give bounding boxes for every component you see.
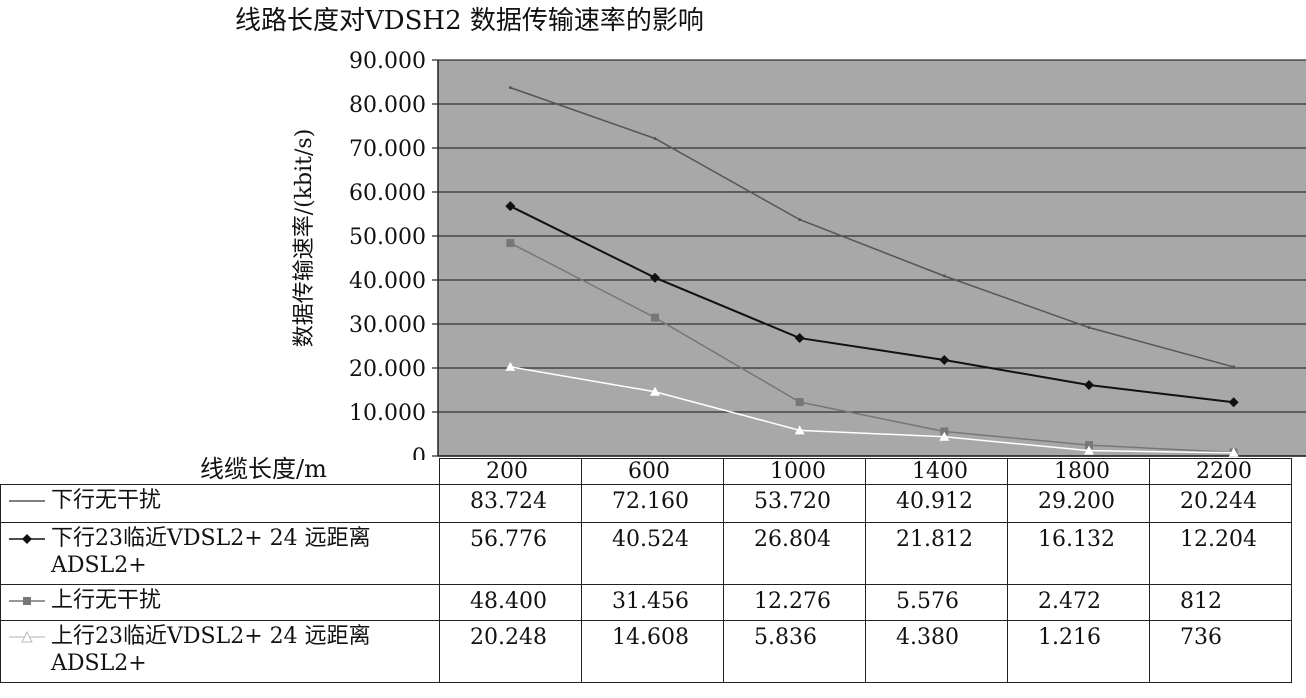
- data-point: [506, 239, 515, 248]
- table-cell: 21.812: [865, 522, 1008, 585]
- x-tick-label: 200: [439, 458, 582, 485]
- legend-entry: 上行无干扰: [0, 584, 440, 621]
- table-row: 上行无干扰 48.400 31.456 12.276 5.576 2.472 8…: [0, 584, 1292, 621]
- series-line: [510, 86, 1234, 368]
- table-cell: 83.724: [439, 484, 582, 523]
- y-tick-label: 50.000: [349, 225, 426, 250]
- x-tick-label: 2200: [1149, 458, 1292, 485]
- table-cell: 26.804: [723, 522, 866, 585]
- y-tick-label: 20.000: [349, 357, 426, 382]
- data-point: [1228, 397, 1239, 408]
- table-cell: 14.608: [581, 620, 724, 683]
- y-tick-label: 0: [412, 445, 426, 460]
- x-tick-label: 600: [581, 458, 724, 485]
- data-point: [1084, 380, 1094, 391]
- table-cell: 812: [1149, 584, 1292, 621]
- table-cell: 48.400: [439, 584, 582, 621]
- table-cell: 4.380: [865, 620, 1008, 683]
- table-cell: 56.776: [439, 522, 582, 585]
- data-point: [653, 136, 657, 140]
- series-line: [509, 205, 1234, 404]
- table-cell: 12.204: [1149, 522, 1292, 585]
- plot-area: [438, 60, 1306, 456]
- legend-label: 下行23临近VDSL2+ 24 远距离ADSL2+: [51, 526, 371, 578]
- data-point: [650, 386, 660, 396]
- legend-entry: 下行23临近VDSL2+ 24 远距离ADSL2+: [0, 522, 440, 585]
- data-point: [940, 427, 949, 436]
- data-point: [794, 425, 805, 435]
- table-cell: 5.576: [865, 584, 1008, 621]
- table-cell: 1.216: [1007, 620, 1150, 683]
- y-tick-label: 60.000: [349, 181, 426, 206]
- table-row: 下行23临近VDSL2+ 24 远距离ADSL2+ 56.776 40.524 …: [0, 522, 1292, 585]
- table-cell: 736: [1149, 620, 1292, 683]
- table-cell: 2.472: [1007, 584, 1150, 621]
- table-cell: 31.456: [581, 584, 724, 621]
- data-point: [798, 218, 802, 222]
- table-header-row: 200 600 1000 1400 1800 2200: [1, 458, 1292, 485]
- table-cell: 5.836: [723, 620, 866, 683]
- data-point: [939, 355, 950, 366]
- line-chart: 0 10.000 20.000 30.000 40.000 50.000 60.000 70.…: [349, 49, 1306, 460]
- data-point: [942, 274, 946, 278]
- table-row: 下行无干扰 83.724 72.160 53.720 40.912 29.200…: [0, 484, 1292, 523]
- data-point: [1085, 441, 1093, 450]
- data-table: 200 600 1000 1400 1800 2200 下行无干扰 83.724…: [0, 458, 1292, 683]
- data-point: [651, 313, 659, 322]
- table-cell: 16.132: [1007, 522, 1150, 585]
- legend-diamond-swatch: [9, 534, 45, 544]
- legend-square-swatch: [9, 597, 45, 605]
- data-point: [1232, 365, 1236, 369]
- table-cell: 40.524: [581, 522, 724, 585]
- x-axis-label: 线缆长度/m: [200, 455, 327, 483]
- data-point: [1084, 445, 1094, 455]
- x-tick-label: 1400: [865, 458, 1008, 485]
- legend-line-swatch: [9, 500, 45, 502]
- table-cell: 12.276: [723, 584, 866, 621]
- y-tick-label: 30.000: [349, 313, 426, 338]
- legend-entry: 上行23临近VDSL2+ 24 远距离ADSL2+: [0, 620, 440, 683]
- data-point: [505, 201, 516, 212]
- table-cell: 29.200: [1007, 484, 1150, 523]
- chart-title: 线路长度对VDSH2 数据传输速率的影响: [235, 6, 704, 36]
- legend-label: 下行无干扰: [51, 488, 162, 513]
- data-point: [795, 397, 804, 406]
- data-point: [508, 86, 512, 90]
- table-cell: 40.912: [865, 484, 1008, 523]
- data-point: [650, 272, 660, 283]
- y-tick-label: 90.000: [349, 49, 426, 74]
- y-tick-label: 40.000: [349, 269, 426, 294]
- table-cell: 20.244: [1149, 484, 1292, 523]
- table-cell: 72.160: [581, 484, 724, 523]
- series-line: [509, 242, 1234, 454]
- table-cell: 53.720: [723, 484, 866, 523]
- table-cell: 20.248: [439, 620, 582, 683]
- data-point: [939, 431, 950, 441]
- legend-label: 上行无干扰: [51, 588, 162, 613]
- data-point: [794, 333, 805, 344]
- y-tick-label: 10.000: [349, 401, 426, 426]
- legend-entry: 下行无干扰: [0, 484, 440, 523]
- y-tick-label: 70.000: [349, 137, 426, 162]
- legend-label: 上行23临近VDSL2+ 24 远距离ADSL2+: [51, 624, 371, 676]
- legend-triangle-swatch: [9, 630, 45, 643]
- x-tick-label: 1800: [1007, 458, 1150, 485]
- table-row: 上行23临近VDSL2+ 24 远距离ADSL2+ 20.248 14.608 …: [0, 620, 1292, 683]
- data-point: [1228, 447, 1239, 457]
- x-tick-label: 1000: [723, 458, 866, 485]
- y-tick-label: 80.000: [349, 93, 426, 118]
- data-point: [505, 361, 516, 371]
- data-point: [1087, 326, 1091, 330]
- series-line: [510, 366, 1234, 454]
